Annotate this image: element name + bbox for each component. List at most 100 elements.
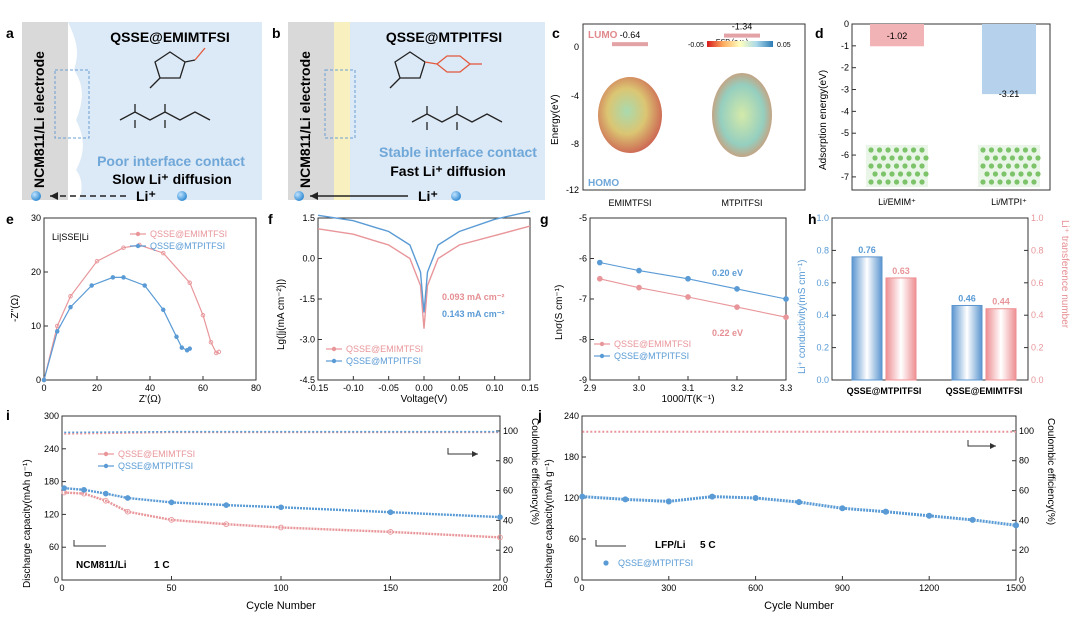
ytick-c: -4: [571, 91, 579, 101]
g-ytick-label: -5: [579, 213, 587, 223]
atom-dot: [876, 179, 883, 185]
panel-f: f Lg(|j(mA cm⁻²)|) Voltage(V) 0.093 mA c…: [268, 210, 539, 405]
legend-label: QSSE@MTPITFSI: [618, 558, 693, 568]
ylabel-f: Lg(|j(mA cm⁻²)|): [276, 279, 287, 350]
atom-dot: [1031, 147, 1037, 153]
ytick-label-d: -4: [841, 106, 849, 116]
atom-dot: [910, 147, 917, 153]
nyquist-point: [68, 294, 73, 299]
title-b: QSSE@MTPITFSI: [386, 29, 502, 45]
nyquist-point: [68, 304, 73, 310]
atom-dot: [1018, 155, 1024, 161]
capacity-point: [223, 502, 230, 508]
xlabel-g: 1000/T(K⁻¹): [661, 394, 714, 405]
nyquist-point: [94, 258, 100, 264]
j-xtick-label: 1500: [1006, 583, 1026, 593]
plot-frame-f: [317, 217, 531, 381]
g-ytick-label: -8: [579, 335, 587, 345]
rate-j: 5 C: [700, 540, 716, 551]
ytick-right-h: 1.0: [1031, 213, 1044, 223]
capacity-point: [124, 495, 131, 501]
ylabel-e: -Z''(Ω): [10, 295, 21, 322]
e-xtick-label: 0: [41, 383, 46, 393]
atom-dot: [885, 147, 891, 153]
y-ticks-d: 0 -1 -2 -3 -4 -5 -6 -7: [841, 19, 856, 182]
nyquist-point: [174, 334, 179, 340]
ytick-right-h: 0.2: [1031, 343, 1044, 353]
xlabel-f: Voltage(V): [401, 394, 448, 405]
esp-max: 0.05: [777, 42, 791, 49]
atom-dot: [919, 147, 925, 153]
category-d: Li/EMIM⁺: [878, 197, 916, 207]
capacity-point: [102, 490, 109, 497]
atom-dot: [889, 155, 895, 161]
e-ytick-label: 20: [31, 267, 41, 277]
status2-b: Fast Li⁺ diffusion: [390, 163, 506, 179]
atom-dot: [876, 163, 883, 169]
atom-dot: [1001, 171, 1007, 177]
atom-dot: [914, 171, 921, 177]
panel-j: j Discharge capacity(mAh g⁻¹) Coulombic …: [537, 407, 1056, 612]
legend-label: QSSE@MTPITFSI: [118, 461, 193, 471]
mtpi-structure-icon: [389, 51, 503, 130]
electrode-a: [22, 22, 68, 200]
lsv-line: [317, 210, 531, 313]
f-ytick-label: 0.0: [302, 254, 315, 264]
atom-dot: [1001, 155, 1007, 161]
i-ytick-label: 300: [44, 411, 59, 421]
atom-dot: [1022, 163, 1029, 169]
adsorption-bar: [870, 24, 924, 47]
plot-e: 0 20 40 60 80 0 10 20 30 QSSE@EMIMTFSI QSSE@MTPITF…: [31, 213, 261, 393]
adsorption-value: -3.21: [999, 89, 1020, 99]
atom-dot: [1014, 179, 1020, 185]
zoom-box-a: [54, 69, 90, 139]
f-xtick-label: -0.15: [308, 383, 329, 393]
atom-dot: [980, 163, 986, 169]
atom-dot: [872, 171, 878, 177]
capacity-point: [622, 496, 629, 503]
legend-label: QSSE@EMIMTFSI: [614, 339, 691, 349]
note-j: LFP/Li: [655, 540, 686, 551]
atom-dot: [906, 171, 912, 177]
g-ytick-label: -6: [579, 254, 587, 264]
panel-c: c Energy(eV) 0 -4 -8 -12 LUMO HOMO ESP (…: [550, 22, 806, 208]
f-ytick-label: -1.5: [299, 294, 315, 304]
panel-label-g: g: [540, 211, 549, 227]
atom-dot: [889, 171, 895, 177]
atom-dot: [1009, 155, 1016, 161]
capacity-point: [926, 512, 933, 519]
transference-bar: [985, 308, 1017, 381]
j-xtick-label: 600: [748, 583, 763, 593]
rate-i: 1 C: [154, 560, 170, 571]
ylabel-d: Adsorption energy(eV): [818, 70, 829, 170]
j-ytick-label: 120: [564, 493, 579, 503]
atom-dots: [868, 147, 1041, 185]
ytick-right-j: 80: [1019, 456, 1029, 466]
atom-dot: [997, 163, 1003, 169]
nyquist-point: [179, 345, 185, 350]
atom-dot: [893, 147, 900, 153]
atom-dot: [897, 155, 904, 161]
atom-dot: [893, 179, 900, 185]
i-xtick-label: 100: [273, 583, 288, 593]
atom-dot: [872, 155, 878, 161]
nyquist-point: [160, 307, 166, 313]
capacity-point: [709, 493, 716, 500]
atom-dot: [910, 163, 917, 169]
atom-dot: [1005, 179, 1012, 185]
ytick-c: 0: [574, 42, 579, 52]
xlabel-e: Z'(Ω): [139, 394, 161, 405]
atom-dot: [992, 171, 999, 177]
nyquist-point: [121, 275, 126, 280]
legend-marker: [103, 451, 109, 457]
panel-b: b NCM811/Li electrode QSSE@MTPITFSI Stab…: [272, 22, 545, 204]
e-ytick-label: 0: [36, 375, 41, 385]
ytick-right-i: 20: [503, 545, 513, 555]
atom-dot: [897, 171, 904, 177]
arrhenius-point: [596, 275, 603, 282]
ylabel-c: Energy(eV): [550, 94, 561, 145]
capacity-point: [61, 485, 68, 492]
ytick-label-d: -1: [841, 41, 849, 51]
ion-label-a: Li⁺: [136, 188, 156, 204]
atom-dot: [988, 163, 995, 169]
